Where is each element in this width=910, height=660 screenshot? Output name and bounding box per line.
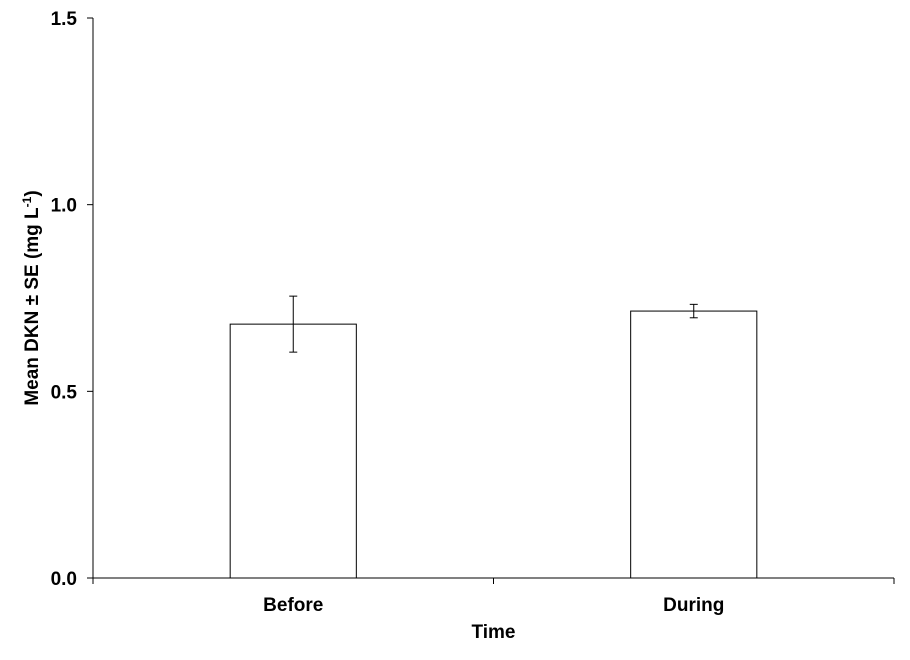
x-tick-label: During [663, 595, 724, 616]
bar-during [630, 310, 758, 579]
x-tick-label: Before [263, 595, 323, 616]
bar-before [229, 323, 357, 579]
y-tick-label: 1.0 [51, 196, 77, 217]
x-axis-title: Time [471, 622, 515, 643]
x-axis-ticks [92, 578, 895, 584]
bars [229, 310, 758, 579]
error-bar-during [689, 303, 698, 319]
y-tick-label: 0.0 [51, 569, 77, 590]
x-axis-tick-labels: Before During [263, 595, 724, 616]
error-bar-before [289, 295, 298, 353]
error-bars [289, 295, 698, 353]
y-tick-label: 1.5 [51, 9, 78, 30]
y-axis-title: Mean DKN ± SE (mg L-1) [20, 190, 43, 405]
y-tick-label: 0.5 [51, 382, 78, 403]
y-axis-ticks [87, 17, 93, 579]
y-axis-tick-labels: 0.0 0.5 1.0 1.5 [51, 9, 78, 590]
y-axis-title-close: ) [22, 190, 43, 196]
y-axis-title-superscript: -1 [20, 196, 34, 207]
y-axis-title-main: Mean DKN ± SE (mg L [22, 207, 43, 406]
